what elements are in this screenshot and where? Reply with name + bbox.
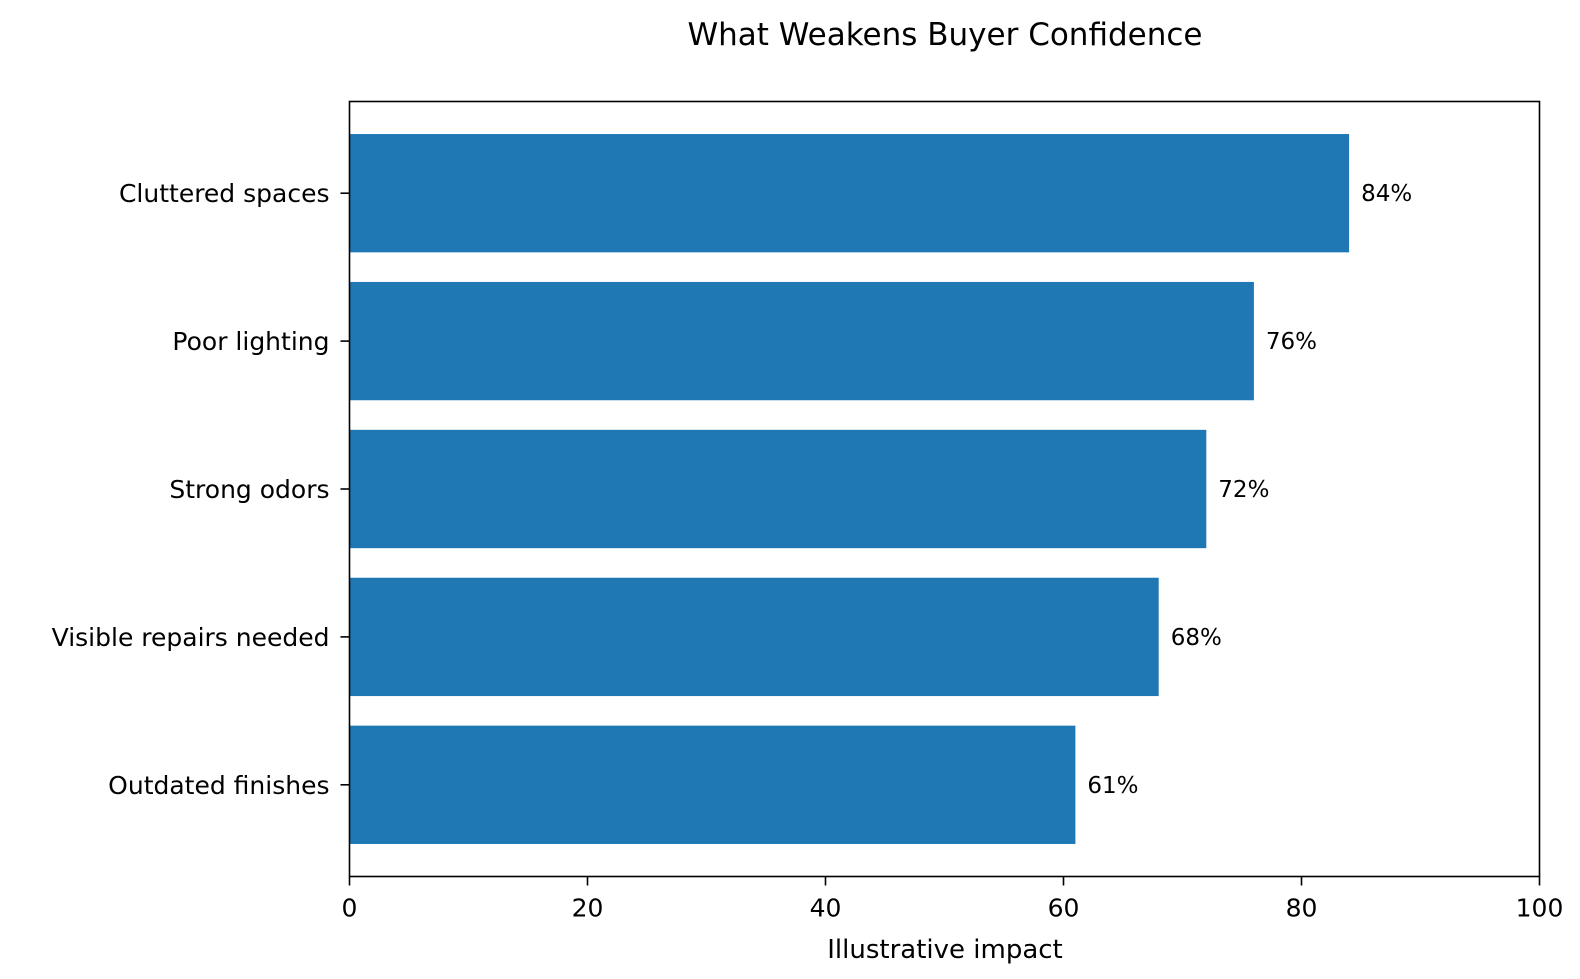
bar-poor-lighting [349,281,1254,401]
data-label: 61% [1087,773,1138,799]
data-label: 72% [1218,477,1269,503]
bars-layer [349,134,1350,844]
y-tick-label: Strong odors [169,475,329,504]
x-tick-label: 20 [572,894,604,923]
y-tick-label: Outdated finishes [108,771,329,800]
bar-outdated-finishes [349,725,1076,844]
chart-title: What Weakens Buyer Confidence [687,17,1202,53]
data-label: 84% [1361,181,1412,207]
x-tick-label: 60 [1048,894,1080,923]
x-tick-label: 80 [1286,894,1318,923]
x-tick-label: 0 [342,894,358,923]
x-tick-label: 40 [810,894,842,923]
data-label: 76% [1266,329,1317,355]
y-axis: Cluttered spaces Poor lighting Strong odor… [52,179,350,800]
x-tick-label: 100 [1516,894,1564,923]
x-axis: 0 20 40 60 80 100 [342,876,1564,923]
bar-cluttered-spaces [349,134,1350,253]
data-label: 68% [1171,625,1222,651]
bar-visible-repairs-needed [349,577,1159,697]
plot-frame [348,100,1541,878]
y-tick-label: Cluttered spaces [119,179,330,208]
bar-strong-odors [349,429,1207,549]
x-axis-label: Illustrative impact [827,935,1063,965]
y-tick-label: Poor lighting [172,327,329,356]
y-tick-label: Visible repairs needed [52,623,330,652]
data-labels: 84% 76% 72% 68% 61% [1087,181,1412,799]
